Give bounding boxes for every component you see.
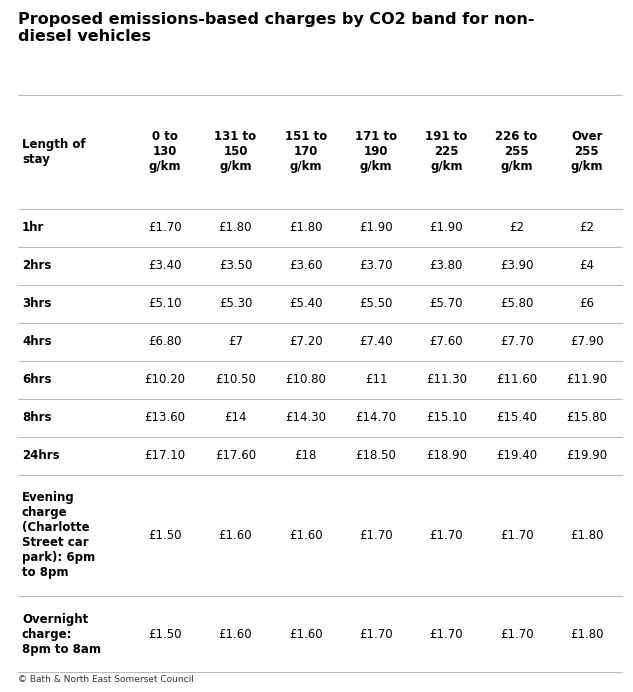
Text: £7.40: £7.40 (359, 335, 393, 348)
Text: £4: £4 (579, 260, 594, 273)
Text: £1.60: £1.60 (218, 529, 253, 542)
Text: 4hrs: 4hrs (22, 335, 51, 348)
Text: 191 to
225
g/km: 191 to 225 g/km (425, 130, 467, 174)
Text: 3hrs: 3hrs (22, 298, 51, 310)
Text: £17.60: £17.60 (215, 449, 256, 462)
Text: £1.80: £1.80 (570, 628, 604, 641)
Text: £5.10: £5.10 (149, 298, 182, 310)
Text: £7.20: £7.20 (289, 335, 323, 348)
Text: £14.30: £14.30 (285, 411, 326, 424)
Text: Overnight
charge:
8pm to 8am: Overnight charge: 8pm to 8am (22, 612, 101, 655)
Text: £10.80: £10.80 (285, 373, 326, 386)
Text: £7.70: £7.70 (500, 335, 534, 348)
Text: £5.30: £5.30 (219, 298, 252, 310)
Text: £3.40: £3.40 (149, 260, 182, 273)
Text: 6hrs: 6hrs (22, 373, 51, 386)
Text: £17.10: £17.10 (145, 449, 185, 462)
Text: £1.80: £1.80 (219, 221, 252, 235)
Text: £3.50: £3.50 (219, 260, 252, 273)
Text: 151 to
170
g/km: 151 to 170 g/km (285, 130, 327, 174)
Text: £3.70: £3.70 (360, 260, 393, 273)
Text: © Bath & North East Somerset Council: © Bath & North East Somerset Council (18, 675, 194, 684)
Text: £1.70: £1.70 (430, 628, 463, 641)
Text: £18.90: £18.90 (426, 449, 467, 462)
Text: £13.60: £13.60 (145, 411, 185, 424)
Text: £3.90: £3.90 (500, 260, 534, 273)
Text: £1.60: £1.60 (218, 628, 253, 641)
Text: 0 to
130
g/km: 0 to 130 g/km (149, 130, 182, 174)
Text: £2: £2 (509, 221, 524, 235)
Text: £19.40: £19.40 (496, 449, 537, 462)
Text: £18.50: £18.50 (356, 449, 396, 462)
Text: £1.60: £1.60 (289, 628, 323, 641)
Text: £1.70: £1.70 (148, 221, 182, 235)
Text: £14: £14 (224, 411, 247, 424)
Bar (18, 95, 622, 672)
Text: £15.80: £15.80 (567, 411, 607, 424)
Text: £1.60: £1.60 (289, 529, 323, 542)
Text: £2: £2 (579, 221, 594, 235)
Text: £14.70: £14.70 (356, 411, 397, 424)
Text: £15.40: £15.40 (496, 411, 537, 424)
Text: £11.30: £11.30 (426, 373, 467, 386)
Text: £3.80: £3.80 (430, 260, 463, 273)
Text: £5.80: £5.80 (500, 298, 533, 310)
Text: £1.70: £1.70 (430, 529, 463, 542)
Text: 8hrs: 8hrs (22, 411, 51, 424)
Text: £10.20: £10.20 (145, 373, 185, 386)
Text: £7.60: £7.60 (430, 335, 463, 348)
Text: £1.50: £1.50 (149, 628, 182, 641)
Text: £3.60: £3.60 (289, 260, 322, 273)
Text: 171 to
190
g/km: 171 to 190 g/km (355, 130, 397, 174)
Text: £7: £7 (228, 335, 243, 348)
Text: £5.40: £5.40 (289, 298, 322, 310)
Text: £1.70: £1.70 (359, 628, 393, 641)
Text: Length of
stay: Length of stay (22, 138, 85, 166)
Text: £11.90: £11.90 (567, 373, 608, 386)
Text: 226 to
255
g/km: 226 to 255 g/km (496, 130, 537, 174)
Text: £1.90: £1.90 (430, 221, 463, 235)
Text: £1.80: £1.80 (570, 529, 604, 542)
Text: 1hr: 1hr (22, 221, 44, 235)
Text: Proposed emissions-based charges by CO2 band for non-
diesel vehicles: Proposed emissions-based charges by CO2 … (18, 12, 534, 44)
Text: £1.70: £1.70 (500, 529, 534, 542)
Text: £11.60: £11.60 (496, 373, 537, 386)
Text: £18: £18 (294, 449, 317, 462)
Text: £15.10: £15.10 (426, 411, 467, 424)
Text: £6.80: £6.80 (149, 335, 182, 348)
Text: Over
255
g/km: Over 255 g/km (570, 130, 603, 174)
Text: £1.70: £1.70 (500, 628, 534, 641)
Text: 131 to
150
g/km: 131 to 150 g/km (215, 130, 256, 174)
Text: £5.70: £5.70 (430, 298, 463, 310)
Text: £5.50: £5.50 (360, 298, 392, 310)
Text: £1.90: £1.90 (359, 221, 393, 235)
Text: £19.90: £19.90 (567, 449, 608, 462)
Text: £1.70: £1.70 (359, 529, 393, 542)
Text: £11: £11 (365, 373, 387, 386)
Text: £10.50: £10.50 (215, 373, 256, 386)
Text: 24hrs: 24hrs (22, 449, 60, 462)
Text: £6: £6 (579, 298, 594, 310)
Text: £1.80: £1.80 (289, 221, 322, 235)
Text: 2hrs: 2hrs (22, 260, 51, 273)
Text: Evening
charge
(Charlotte
Street car
park): 6pm
to 8pm: Evening charge (Charlotte Street car par… (22, 491, 95, 579)
Text: £1.50: £1.50 (149, 529, 182, 542)
Text: £7.90: £7.90 (570, 335, 604, 348)
